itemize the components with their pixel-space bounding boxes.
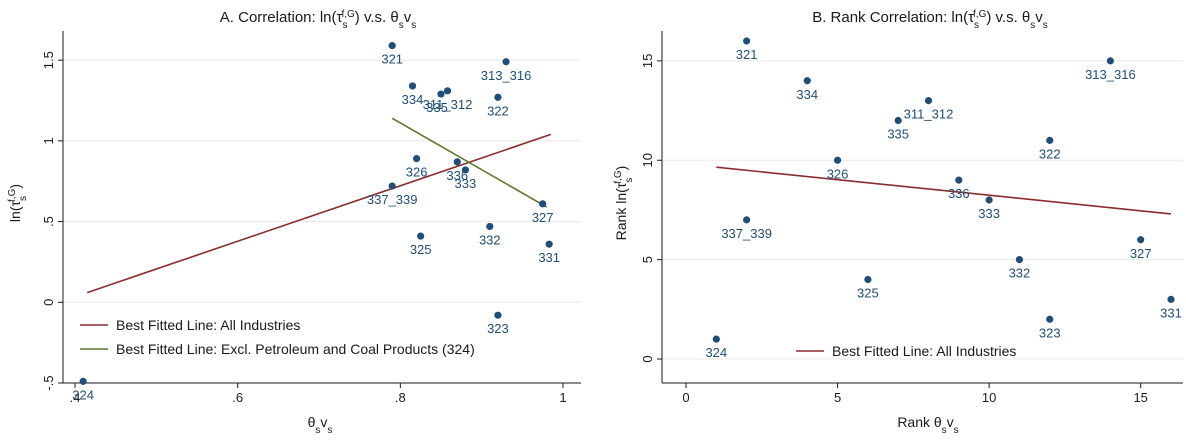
y-tick-label: -.5 [41,375,56,390]
point-label: 337_339 [721,226,772,241]
chart-title: A. Correlation: ln(τsf,G) v.s. θsvs [220,9,416,31]
point-label: 334 [796,87,818,102]
data-point [743,37,751,45]
point-label: 325 [857,286,879,301]
chart-b: B. Rank Correlation: ln(τsf,G) v.s. θsvs… [613,9,1183,436]
data-point [894,116,902,125]
point-label: 325 [410,242,432,257]
x-tick-label: .8 [395,390,406,405]
data-point [955,176,963,184]
data-point [494,93,502,101]
point-label: 332 [1009,266,1031,281]
point-label: 331 [538,250,560,265]
point-label: 323 [1039,325,1061,340]
data-point [864,275,872,284]
legend-label: Best Fitted Line: Excl. Petroleum and Co… [116,341,475,357]
data-point [417,232,425,240]
point-label: 335 [426,100,448,115]
point-label: 321 [381,52,403,67]
x-tick-label: 1 [559,390,566,405]
x-tick-label: 10 [982,390,996,405]
point-label: 311_312 [423,97,473,112]
data-point [545,240,553,248]
x-axis-title: Rank θsvs [897,414,958,436]
y-tick-label: .5 [41,216,56,227]
point-label: 324 [705,345,727,360]
point-label: 321 [736,47,758,62]
y-axis-title: ln(τsf,G) [7,184,29,222]
data-point [743,216,751,224]
data-point [437,90,445,98]
x-tick-label: 15 [1133,390,1147,405]
data-point [413,155,421,163]
data-point [388,42,396,50]
data-point [985,196,993,204]
point-label: 333 [455,176,477,191]
point-label: 336 [948,186,970,201]
data-point [79,377,87,385]
y-tick-label: 1 [41,137,56,144]
legend-label: Best Fitted Line: All Industries [832,343,1016,359]
point-label: 331 [1160,305,1182,320]
data-point [833,156,842,164]
y-tick-label: 5 [640,256,655,263]
data-point [1046,315,1054,323]
x-axis-title: θsvs [308,414,333,436]
data-point [408,82,417,90]
fit-line [391,117,548,208]
data-point [494,311,502,319]
data-point [461,166,469,174]
data-point [1015,256,1024,264]
fit-line [716,166,1172,215]
data-point [712,335,720,343]
point-label: 334 [402,92,424,107]
y-tick-label: 0 [640,355,655,362]
data-point [486,222,494,231]
data-point [453,158,461,166]
point-label: 323 [487,321,509,336]
data-point [1167,295,1175,303]
point-label: 313_316 [1085,67,1136,82]
chart-a: A. Correlation: ln(τsf,G) v.s. θsvs .4 .6.… [7,9,581,436]
data-point [388,182,396,190]
y-axis-title: Rank ln(τsf,G) [613,166,635,241]
data-point [443,87,452,95]
data-point [1046,136,1054,144]
point-label: 322 [487,103,509,118]
point-label: 311_312 [904,107,954,122]
y-tick-label: 10 [640,153,655,167]
point-label: 327 [532,210,554,225]
x-tick-label: .4 [70,390,81,405]
point-label: 332 [479,232,501,247]
data-point [924,97,933,105]
data-point [502,58,510,66]
point-label: 324 [72,387,94,402]
fit-line [86,133,552,294]
x-tick-label: 0 [682,390,689,405]
plot-area [63,31,581,383]
chart-title: B. Rank Correlation: ln(τsf,G) v.s. θsvs [812,9,1048,31]
point-label: 335 [887,127,909,142]
y-tick-label: 1.5 [41,51,56,69]
point-label: 322 [1039,146,1061,161]
data-point [539,200,547,208]
point-label: 313_316 [481,68,532,83]
point-label: 337_339 [367,192,418,207]
data-point [803,77,811,85]
point-label: 327 [1130,246,1152,261]
x-tick-label: 5 [834,390,841,405]
legend-label: Best Fitted Line: All Industries [116,317,300,333]
data-point [1137,236,1145,244]
y-tick-label: 15 [640,54,655,68]
point-label: 333 [978,206,1000,221]
x-tick-label: .6 [232,390,243,405]
data-point [1106,57,1114,65]
y-tick-label: 0 [41,299,56,306]
point-label: 326 [406,165,428,180]
point-label: 326 [827,166,849,181]
